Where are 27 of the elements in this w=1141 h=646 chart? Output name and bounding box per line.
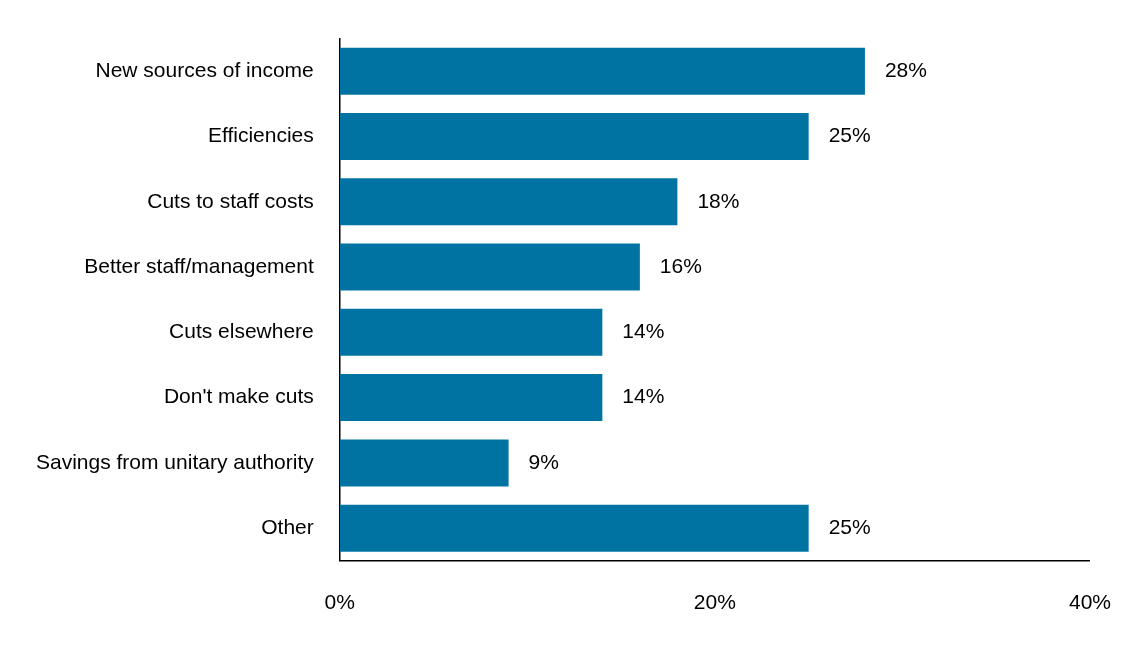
bar xyxy=(339,439,509,487)
bar xyxy=(339,374,603,422)
bar xyxy=(339,47,865,95)
y-tick-label: Cuts to staff costs xyxy=(147,188,314,212)
data-label: 25% xyxy=(828,514,871,538)
bar xyxy=(339,113,809,161)
data-label: 14% xyxy=(622,384,665,408)
y-tick-label: Cuts elsewhere xyxy=(169,319,314,343)
x-tick-label: 20% xyxy=(693,590,736,614)
bar xyxy=(339,178,678,226)
data-label: 14% xyxy=(622,319,665,343)
y-tick-label: New sources of income xyxy=(95,58,314,82)
x-tick-label: 0% xyxy=(324,590,355,614)
y-tick-label: Savings from unitary authority xyxy=(35,449,315,473)
y-tick-label: Don't make cuts xyxy=(163,384,314,408)
data-label: 28% xyxy=(884,58,927,82)
x-tick-label: 40% xyxy=(1068,590,1111,614)
data-label: 9% xyxy=(528,449,559,473)
data-label: 25% xyxy=(828,123,871,147)
y-tick-label: Better staff/management xyxy=(84,253,314,277)
y-tick-label: Efficiencies xyxy=(207,123,314,147)
bar xyxy=(339,504,809,552)
data-label: 18% xyxy=(697,188,740,212)
y-tick-label: Other xyxy=(261,514,314,538)
bar xyxy=(339,243,640,291)
data-label: 16% xyxy=(659,253,702,277)
bar xyxy=(339,308,603,356)
